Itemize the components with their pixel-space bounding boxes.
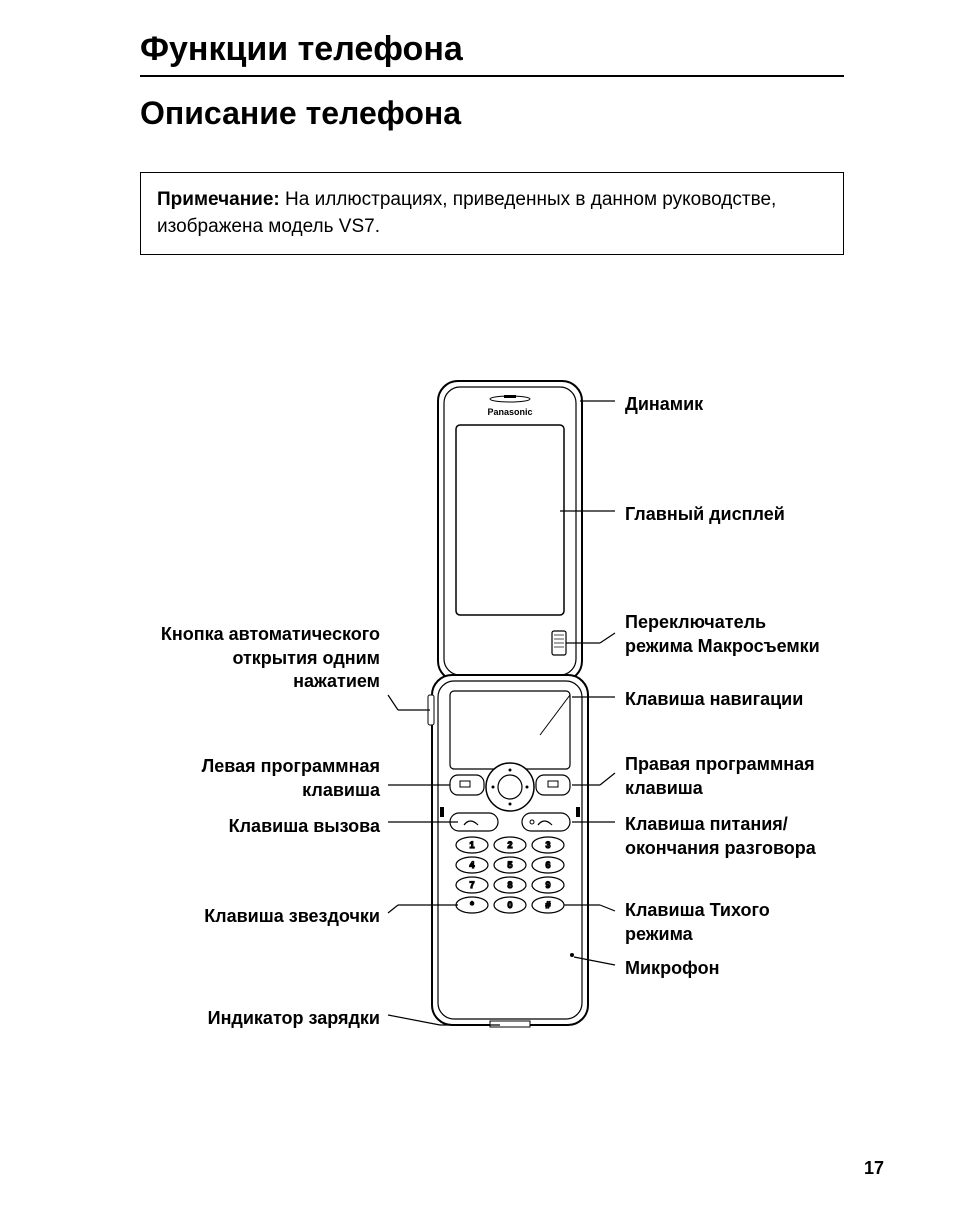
page-title-section: Описание телефона <box>140 95 844 132</box>
note-box: Примечание: На иллюстрациях, приведенных… <box>140 172 844 255</box>
callout-send-key: Клавиша вызова <box>130 815 380 838</box>
callout-nav-key: Клавиша навигации <box>625 688 803 711</box>
note-label: Примечание: <box>157 189 280 210</box>
callout-microphone: Микрофон <box>625 957 719 980</box>
callout-main-display: Главный дисплей <box>625 503 785 526</box>
callout-silent-key: Клавиша Тихого режима <box>625 899 825 946</box>
page-number: 17 <box>864 1158 884 1179</box>
page-title-chapter: Функции телефона <box>140 30 844 69</box>
callout-macro-switch: Переключатель режима Макросъемки <box>625 611 835 658</box>
title-rule <box>140 75 844 77</box>
callout-left-soft-key: Левая программная клавиша <box>130 755 380 802</box>
phone-diagram: Panasonic <box>140 375 844 1095</box>
callout-earpiece: Динамик <box>625 393 703 416</box>
callout-auto-open-button: Кнопка автоматического открытия одним на… <box>150 623 380 693</box>
callout-power-end-key: Клавиша питания/ окончания разговора <box>625 813 845 860</box>
callout-charge-indicator: Индикатор зарядки <box>130 1007 380 1030</box>
callout-star-key: Клавиша звездочки <box>130 905 380 928</box>
callout-right-soft-key: Правая программная клавиша <box>625 753 835 800</box>
